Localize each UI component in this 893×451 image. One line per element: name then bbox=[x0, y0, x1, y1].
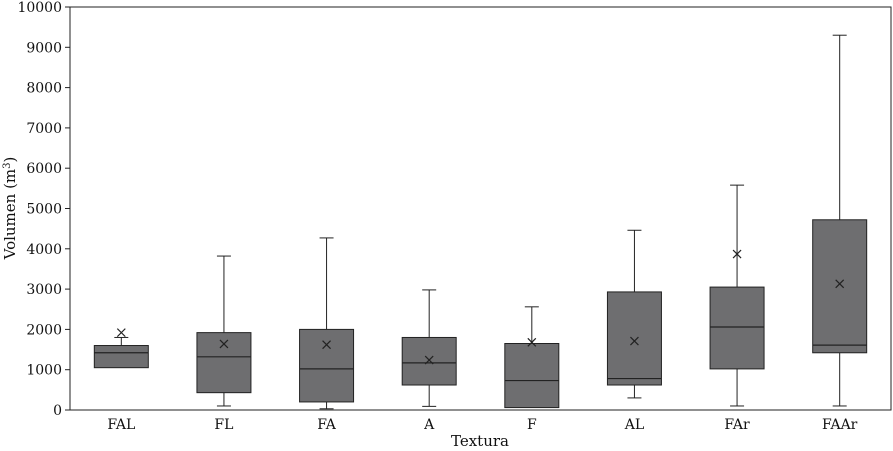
x-tick-label: FAAr bbox=[822, 417, 858, 433]
mean-marker bbox=[527, 337, 537, 347]
mean-marker bbox=[424, 355, 434, 365]
box-fal bbox=[93, 328, 149, 369]
mean-marker-stroke bbox=[219, 339, 229, 349]
y-tick-label: 8000 bbox=[26, 81, 62, 97]
y-tick-label: 0 bbox=[53, 403, 62, 419]
mean-marker-stroke bbox=[630, 336, 639, 346]
mean-marker bbox=[116, 328, 126, 338]
mean-marker-stroke bbox=[424, 355, 434, 365]
x-tick-label: F bbox=[527, 417, 537, 433]
x-tick-label: FA bbox=[317, 417, 336, 433]
y-axis-title-superscript: 3 bbox=[2, 162, 13, 168]
x-tick-label: AL bbox=[624, 417, 644, 433]
y-tick-label: 3000 bbox=[26, 282, 62, 298]
box-fa bbox=[299, 237, 355, 410]
box-fl bbox=[196, 255, 252, 407]
interquartile-box bbox=[709, 286, 765, 370]
interquartile-box bbox=[401, 336, 457, 386]
x-tick-label: FL bbox=[214, 417, 233, 433]
y-tick-label: 4000 bbox=[26, 242, 62, 258]
x-axis-title: Textura bbox=[451, 432, 509, 450]
y-axis-title: Volumen (m3) bbox=[1, 157, 19, 261]
box-a bbox=[401, 289, 457, 407]
y-tick-label: 7000 bbox=[26, 121, 62, 137]
interquartile-box bbox=[606, 291, 662, 386]
mean-marker bbox=[219, 339, 229, 349]
mean-marker-stroke bbox=[116, 328, 126, 338]
y-axis-title-main: Volumen (m bbox=[1, 169, 19, 261]
box-far bbox=[709, 184, 765, 407]
y-tick-label: 10000 bbox=[17, 0, 62, 16]
mean-marker bbox=[732, 249, 742, 259]
y-axis: 0 1000 2000 3000 4000 5000 6000 7000 8000 9000 100… bbox=[17, 0, 70, 419]
box-faar bbox=[812, 34, 868, 407]
y-tick-label: 6000 bbox=[26, 161, 62, 177]
y-tick-label: 5000 bbox=[26, 202, 62, 218]
mean-marker-stroke bbox=[322, 340, 331, 350]
mean-marker-stroke bbox=[835, 279, 845, 289]
x-tick-label: FAL bbox=[107, 417, 135, 433]
mean-marker-stroke bbox=[732, 249, 742, 259]
mean-marker bbox=[835, 279, 845, 289]
y-axis-title-close: ) bbox=[1, 157, 19, 163]
interquartile-box bbox=[812, 219, 868, 354]
interquartile-box bbox=[504, 343, 560, 409]
plot-area-frame bbox=[69, 6, 892, 411]
y-tick-label: 9000 bbox=[26, 40, 62, 56]
interquartile-box bbox=[299, 328, 355, 403]
y-tick-label: 2000 bbox=[26, 322, 62, 338]
box-series bbox=[93, 34, 868, 410]
x-tick-label: FAr bbox=[724, 417, 750, 433]
mean-marker bbox=[630, 336, 639, 346]
y-tick-label: 1000 bbox=[26, 363, 62, 379]
interquartile-box bbox=[196, 332, 252, 394]
mean-marker bbox=[322, 340, 331, 350]
interquartile-box bbox=[93, 345, 149, 369]
x-axis: FAL FL FA A F AL FAr FAAr bbox=[107, 417, 857, 433]
mean-marker-stroke bbox=[527, 337, 537, 347]
box-al bbox=[606, 229, 662, 399]
box-f bbox=[504, 306, 560, 409]
x-tick-label: A bbox=[423, 417, 435, 433]
